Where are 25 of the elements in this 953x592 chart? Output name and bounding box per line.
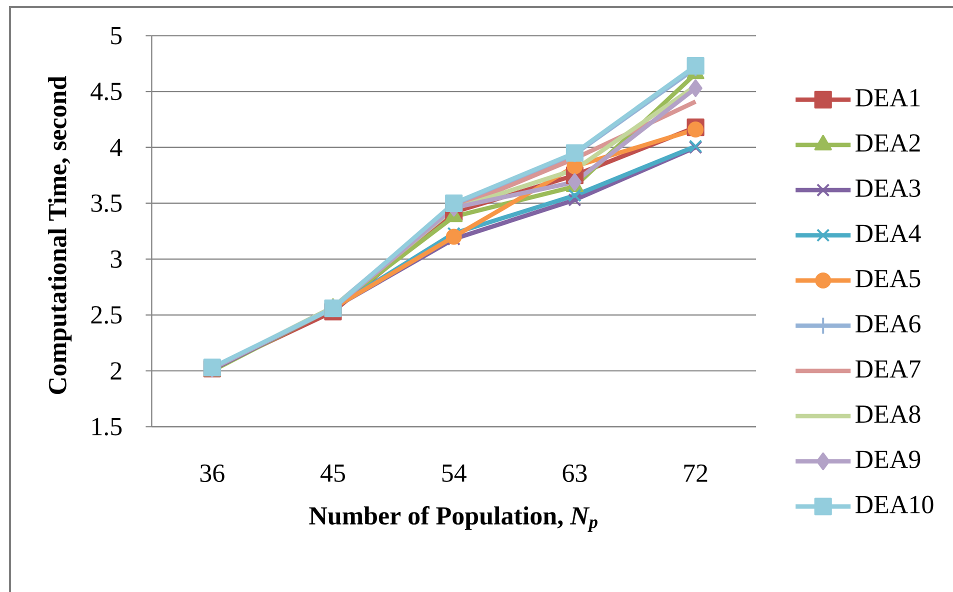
legend-label: DEA8 xyxy=(856,405,920,423)
y-axis-title: Computational Time, second xyxy=(48,76,72,394)
legend-label: DEA9 xyxy=(856,450,920,468)
legend-label: DEA3 xyxy=(856,179,920,197)
y-tick-label: 3 xyxy=(110,250,122,268)
y-tick-label: 1.5 xyxy=(92,418,122,436)
y-tick-label: 5 xyxy=(111,27,122,44)
x-tick-label: 45 xyxy=(320,464,345,482)
legend-label: DEA1 xyxy=(856,89,920,106)
legend-label: DEA10 xyxy=(856,496,934,514)
legend-label: DEA6 xyxy=(856,315,920,333)
x-tick-label: 36 xyxy=(200,464,224,482)
y-tick-label: 4 xyxy=(110,138,122,156)
legend-label: DEA5 xyxy=(856,270,920,288)
x-tick-label: 63 xyxy=(562,464,587,482)
text: Number of Population, N$_{p}$ xyxy=(309,506,598,532)
y-tick-label: 4.5 xyxy=(90,82,122,100)
legend-label: DEA7 xyxy=(856,360,920,378)
x-tick-label: 54 xyxy=(442,464,466,482)
legend-label: DEA2 xyxy=(856,134,920,152)
y-tick-label: 3.5 xyxy=(91,194,122,212)
legend-label: DEA4 xyxy=(856,224,921,242)
y-tick-label: 2 xyxy=(110,362,122,380)
y-tick-label: 2.5 xyxy=(91,306,122,324)
x-tick-label: 72 xyxy=(684,464,708,482)
